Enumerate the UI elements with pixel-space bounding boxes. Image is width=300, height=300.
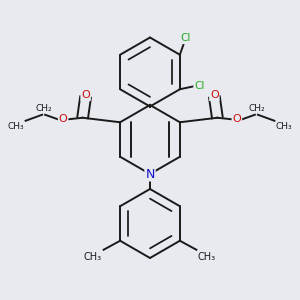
Text: Cl: Cl — [194, 81, 205, 91]
Text: CH₂: CH₂ — [248, 104, 265, 113]
Text: O: O — [210, 90, 219, 100]
Text: N: N — [145, 167, 155, 181]
Text: O: O — [59, 114, 68, 124]
Text: CH₂: CH₂ — [35, 104, 52, 113]
Text: CH₃: CH₃ — [8, 122, 24, 131]
Text: O: O — [81, 90, 90, 100]
Text: CH₃: CH₃ — [198, 252, 216, 262]
Text: CH₃: CH₃ — [276, 122, 292, 131]
Text: O: O — [232, 114, 241, 124]
Text: Cl: Cl — [181, 33, 191, 43]
Text: CH₃: CH₃ — [84, 252, 102, 262]
